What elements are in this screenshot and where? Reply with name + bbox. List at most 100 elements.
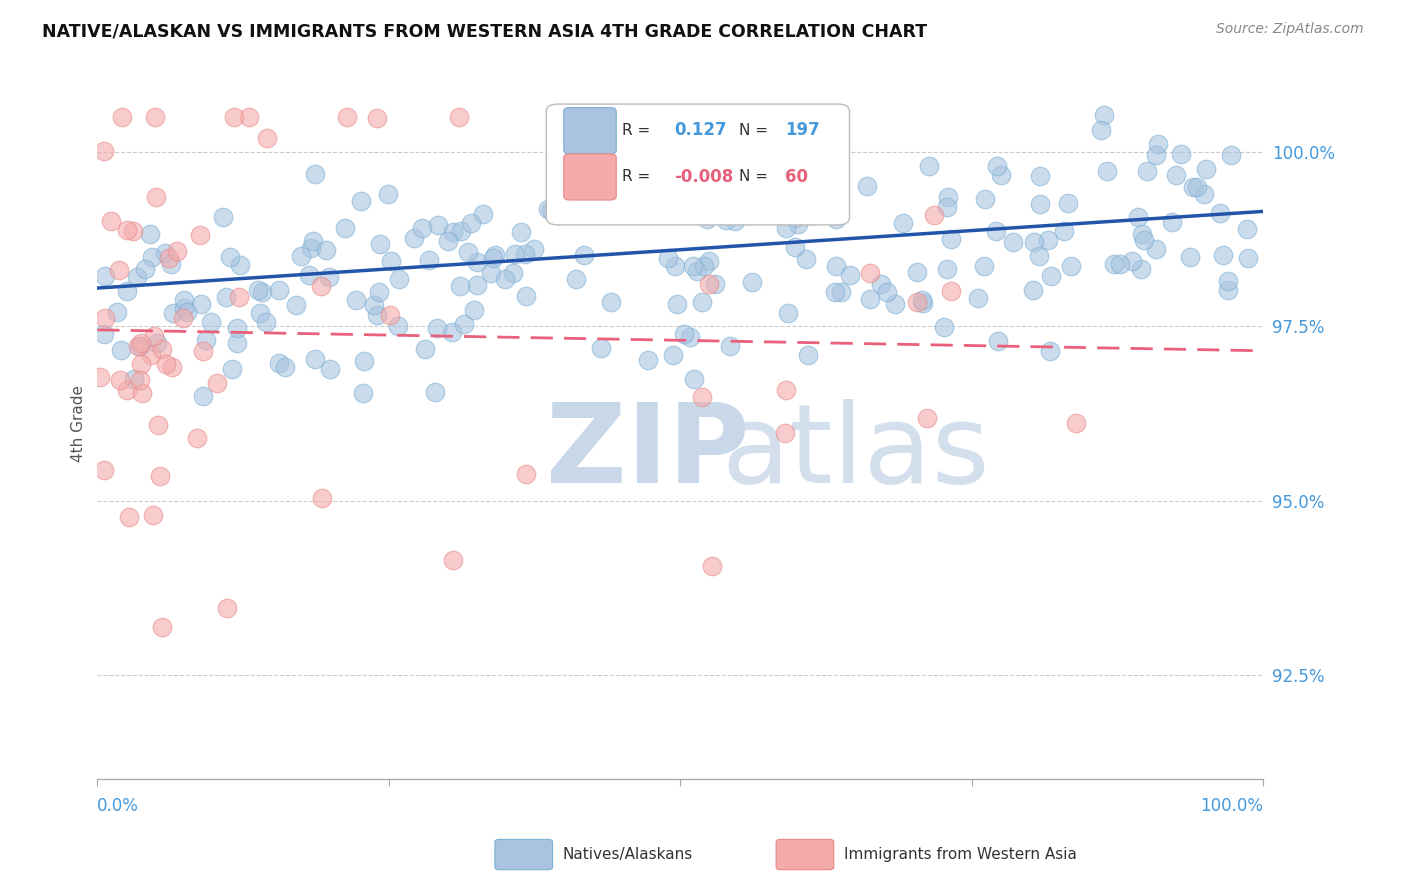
Point <box>1092 108 1115 122</box>
Point <box>238 111 260 125</box>
Point <box>775 221 797 235</box>
Point <box>222 111 245 125</box>
Point <box>160 360 183 375</box>
Point <box>830 285 852 299</box>
Point <box>463 302 485 317</box>
Point <box>89 369 111 384</box>
Point <box>105 304 128 318</box>
Point <box>153 245 176 260</box>
Point <box>692 119 714 133</box>
Point <box>333 221 356 235</box>
Point <box>1102 257 1125 271</box>
Point <box>891 216 914 230</box>
Point <box>939 232 962 246</box>
Point <box>1219 148 1241 162</box>
Point <box>599 295 621 310</box>
Point <box>1057 195 1080 210</box>
Point <box>304 352 326 367</box>
Point <box>704 277 727 291</box>
Point <box>100 214 122 228</box>
Point <box>1146 137 1168 152</box>
Point <box>269 283 291 297</box>
Point <box>460 216 482 230</box>
Point <box>572 247 595 261</box>
Point <box>141 251 163 265</box>
FancyBboxPatch shape <box>564 153 616 200</box>
Point <box>141 348 163 362</box>
FancyBboxPatch shape <box>564 108 616 153</box>
Point <box>212 210 235 224</box>
Point <box>117 223 139 237</box>
Text: 100.0%: 100.0% <box>1201 797 1264 815</box>
Point <box>859 266 882 280</box>
Point <box>1144 242 1167 256</box>
Point <box>910 293 932 307</box>
Point <box>225 335 247 350</box>
Point <box>309 279 332 293</box>
Point <box>734 177 756 191</box>
Point <box>1090 123 1112 137</box>
Point <box>1178 250 1201 264</box>
Text: N =: N = <box>738 123 772 138</box>
Point <box>200 315 222 329</box>
Point <box>918 159 941 173</box>
Y-axis label: 4th Grade: 4th Grade <box>72 385 86 462</box>
Point <box>479 266 502 280</box>
FancyBboxPatch shape <box>547 104 849 225</box>
Point <box>129 335 152 350</box>
Point <box>697 254 720 268</box>
Point <box>510 225 533 239</box>
Point <box>515 289 537 303</box>
Text: 0.0%: 0.0% <box>97 797 139 815</box>
Point <box>1053 224 1076 238</box>
Point <box>502 267 524 281</box>
Point <box>193 343 215 358</box>
Point <box>402 231 425 245</box>
Point <box>686 264 709 278</box>
Point <box>122 372 145 386</box>
Point <box>134 261 156 276</box>
Point <box>111 111 134 125</box>
Point <box>218 251 240 265</box>
Point <box>939 285 962 299</box>
Point <box>150 342 173 356</box>
Point <box>368 285 391 300</box>
Point <box>94 268 117 283</box>
Point <box>825 259 848 273</box>
Point <box>481 252 503 266</box>
Point <box>318 270 340 285</box>
Point <box>146 336 169 351</box>
Point <box>290 249 312 263</box>
Point <box>269 356 291 370</box>
Point <box>1218 284 1240 298</box>
Point <box>915 411 938 425</box>
Point <box>1039 343 1062 358</box>
Point <box>666 297 689 311</box>
Point <box>778 306 800 320</box>
Point <box>1136 163 1159 178</box>
Point <box>1192 187 1215 202</box>
Point <box>143 111 166 125</box>
Point <box>1028 169 1050 183</box>
Point <box>696 212 718 227</box>
Point <box>876 285 898 300</box>
Text: 197: 197 <box>786 121 820 139</box>
Point <box>690 390 713 404</box>
Point <box>537 202 560 216</box>
Text: -0.008: -0.008 <box>675 168 734 186</box>
Point <box>115 284 138 298</box>
Point <box>256 130 278 145</box>
Point <box>905 265 928 279</box>
Point <box>94 310 117 325</box>
Point <box>465 277 488 292</box>
Point <box>465 255 488 269</box>
Point <box>226 321 249 335</box>
Point <box>166 244 188 258</box>
Point <box>856 179 879 194</box>
Point <box>672 327 695 342</box>
Point <box>1208 206 1230 220</box>
Point <box>794 252 817 267</box>
Point <box>1132 233 1154 247</box>
Point <box>773 425 796 440</box>
Point <box>194 334 217 348</box>
